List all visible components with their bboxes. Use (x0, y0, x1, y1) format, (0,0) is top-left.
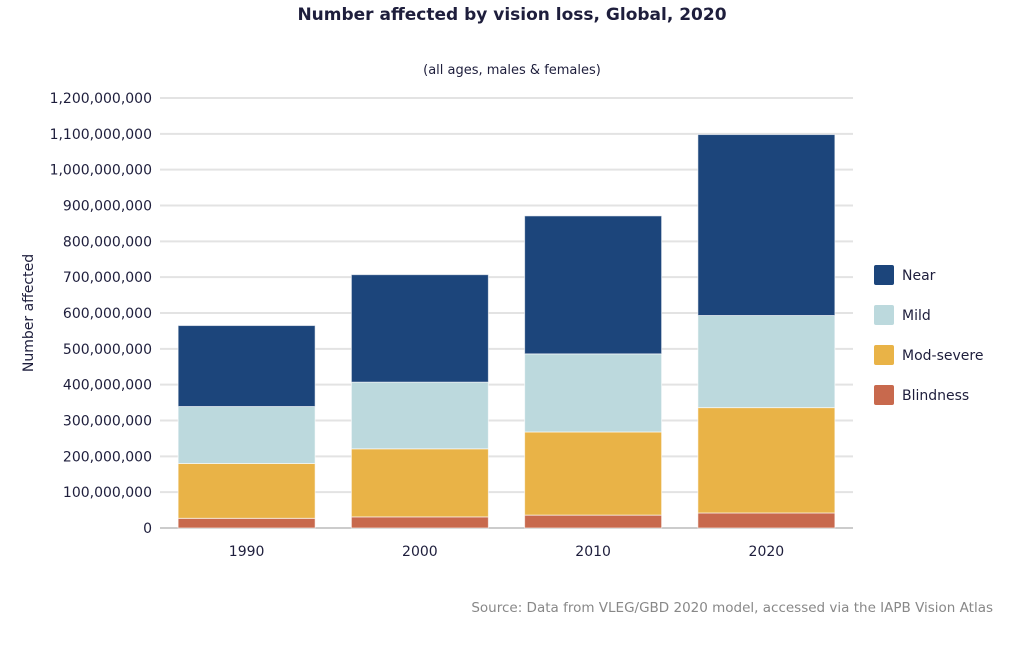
chart-title: Number affected by vision loss, Global, … (297, 5, 727, 25)
legend-label: Blindness (902, 388, 969, 404)
bar-segment-near (177, 325, 316, 408)
bar-segment-mod-severe (350, 448, 489, 518)
chart-svg: 0 100,000,000 200,000,000 300,000,000 400,00… (21, 91, 983, 560)
legend-label: Near (902, 268, 936, 284)
legend-label: Mod-severe (902, 348, 983, 364)
y-tick-label: 1,000,000,000 (50, 163, 152, 179)
bar-segment-mod-severe (697, 407, 836, 514)
legend-swatch (874, 265, 894, 285)
y-tick-label: 1,200,000,000 (50, 91, 152, 107)
y-tick-label: 900,000,000 (63, 199, 152, 215)
bar-segment-blindness (697, 512, 836, 529)
bar-segment-mild (697, 315, 836, 409)
bar-segment-blindness (177, 517, 316, 529)
bar-segment-mod-severe (177, 463, 316, 519)
legend-swatch (874, 305, 894, 325)
x-tick-label: 2010 (575, 544, 611, 560)
y-tick-label: 100,000,000 (63, 485, 152, 501)
legend-label: Mild (902, 308, 931, 324)
source-note: Source: Data from VLEG/GBD 2020 model, a… (471, 600, 993, 616)
bar-segment-mild (177, 406, 316, 464)
y-tick-label: 500,000,000 (63, 342, 152, 358)
bar-segment-near (697, 134, 836, 317)
bar-segment-near (524, 215, 663, 355)
y-tick-label: 1,100,000,000 (50, 127, 152, 143)
bar-segment-blindness (350, 516, 489, 529)
y-tick-label: 200,000,000 (63, 449, 152, 465)
legend-swatch (874, 345, 894, 365)
legend-swatch (874, 385, 894, 405)
chart-subtitle: (all ages, males & females) (423, 63, 601, 78)
y-tick-label: 400,000,000 (63, 378, 152, 394)
x-tick-label: 2020 (749, 544, 785, 560)
bar-segment-mild (350, 381, 489, 450)
x-tick-label: 1990 (229, 544, 265, 560)
x-tick-label: 2000 (402, 544, 438, 560)
bar-segment-mod-severe (524, 431, 663, 516)
y-axis-label: Number affected (21, 254, 37, 372)
bar-segment-blindness (524, 514, 663, 529)
bar-segment-mild (524, 353, 663, 433)
y-tick-label: 800,000,000 (63, 234, 152, 250)
y-tick-label: 300,000,000 (63, 414, 152, 430)
y-tick-label: 700,000,000 (63, 270, 152, 286)
bar-segment-near (350, 274, 489, 383)
y-tick-label: 600,000,000 (63, 306, 152, 322)
y-tick-label: 0 (143, 521, 152, 537)
